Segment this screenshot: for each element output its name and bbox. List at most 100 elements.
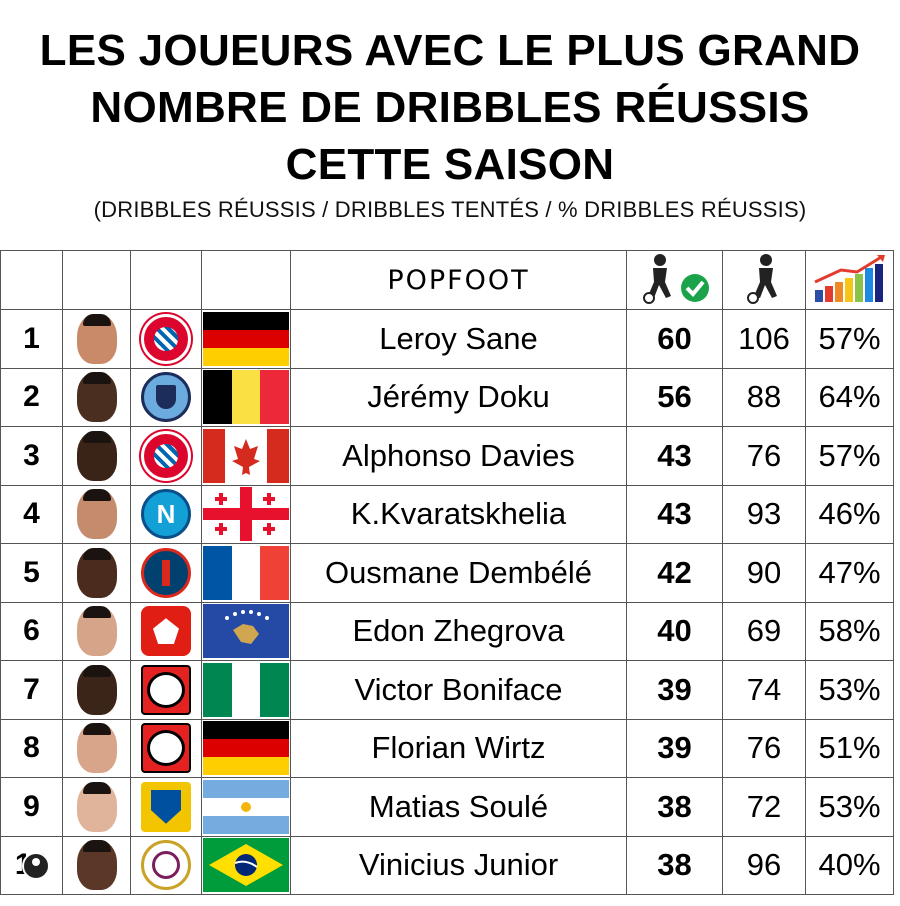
attempted-dribbles-cell: 88 — [722, 367, 806, 427]
attempted-dribbles: 76 — [746, 730, 782, 766]
title-line-2: NOMBRE DE DRIBBLES RÉUSSIS — [90, 83, 810, 132]
successful-dribbles-cell: 43 — [626, 484, 723, 544]
player-name: Jérémy Doku — [367, 379, 550, 415]
header-brand-cell: POPFOOT — [290, 250, 627, 310]
attempted-dribbles: 76 — [746, 437, 782, 473]
rank-cell: 3 — [0, 426, 63, 486]
player-name: Alphonso Davies — [342, 437, 575, 473]
attempted-dribbles-cell: 93 — [722, 484, 806, 544]
header-empty-club — [130, 250, 202, 310]
success-rate-cell: 57% — [805, 309, 894, 369]
flag-kosovo — [203, 604, 289, 659]
successful-dribbles-cell: 39 — [626, 718, 723, 778]
header-empty-photo — [62, 250, 131, 310]
success-rate-cell: 53% — [805, 660, 894, 720]
player-photo — [76, 606, 117, 657]
successful-dribbles: 43 — [657, 437, 692, 473]
photo-cell — [62, 601, 131, 661]
club-cell — [130, 309, 202, 369]
success-rate: 47% — [818, 554, 881, 590]
club-cell — [130, 601, 202, 661]
popfoot-logo: POPFOOT — [387, 264, 530, 296]
table-row: 9 Matias Soulé 38 72 53% — [0, 777, 894, 837]
club-crest-frosinone-calcio — [132, 781, 201, 832]
player-name: Matias Soulé — [368, 788, 549, 824]
flag-cell — [201, 835, 291, 895]
successful-dribbles-cell: 38 — [626, 835, 723, 895]
attempted-dribbles: 96 — [746, 847, 782, 883]
flag-france — [203, 545, 289, 600]
successful-dribbles-cell: 40 — [626, 601, 723, 661]
flag-cell — [201, 718, 291, 778]
successful-dribbles-cell: 56 — [626, 367, 723, 427]
attempted-dribbles-cell: 96 — [722, 835, 806, 895]
photo-cell — [62, 484, 131, 544]
club-crest-napoli: N — [132, 489, 201, 540]
flag-cell — [201, 543, 291, 603]
title-line-3: CETTE SAISON — [285, 140, 615, 189]
club-cell: N — [130, 484, 202, 544]
attempted-dribbles-cell: 76 — [722, 718, 806, 778]
rank-cell: 1 — [0, 309, 63, 369]
club-cell — [130, 426, 202, 486]
successful-dribbles-cell: 60 — [626, 309, 723, 369]
player-photo — [76, 781, 117, 832]
player-name-cell: Jérémy Doku — [290, 367, 627, 427]
flag-georgia — [203, 487, 289, 542]
table-row: 1 Leroy Sane 60 106 57% — [0, 309, 894, 369]
flag-germany — [203, 311, 289, 366]
attempted-dribbles-cell: 69 — [722, 601, 806, 661]
attempted-dribbles: 72 — [746, 788, 782, 824]
success-rate: 53% — [818, 671, 881, 707]
photo-cell — [62, 367, 131, 427]
player-photo — [76, 723, 117, 774]
success-rate-cell: 46% — [805, 484, 894, 544]
rank: 4 — [23, 497, 40, 531]
successful-dribbles: 38 — [657, 788, 692, 824]
photo-cell — [62, 309, 131, 369]
title-line-1: LES JOUEURS AVEC LE PLUS GRAND — [39, 26, 861, 75]
rank: 3 — [23, 438, 40, 472]
table-row: 6 Edon Zhegrova 40 69 58% — [0, 601, 894, 661]
table-header-row: POPFOOT — [0, 250, 894, 310]
rank: 6 — [23, 614, 40, 648]
player-name-cell: Victor Boniface — [290, 660, 627, 720]
rank: 5 — [23, 555, 40, 589]
rank-cell: 8 — [0, 718, 63, 778]
successful-dribbles: 39 — [657, 671, 692, 707]
table-row: 2 Jérémy Doku 56 88 64% — [0, 367, 894, 427]
player-name-cell: K.Kvaratskhelia — [290, 484, 627, 544]
flag-germany — [203, 721, 289, 776]
successful-dribbles: 56 — [657, 379, 692, 415]
success-rate: 64% — [818, 379, 881, 415]
header-empty-rank — [0, 250, 63, 310]
flag-brazil — [203, 838, 289, 893]
flag-cell — [201, 777, 291, 837]
successful-dribbles: 43 — [657, 496, 692, 532]
success-rate-cell: 64% — [805, 367, 894, 427]
flag-belgium — [203, 370, 289, 425]
attempted-dribbles: 93 — [746, 496, 782, 532]
club-crest-fc-bayern-m-nchen — [132, 430, 201, 481]
player-name: K.Kvaratskhelia — [350, 496, 567, 532]
attempted-dribbles: 74 — [746, 671, 782, 707]
player-dribble-icon — [747, 253, 777, 304]
club-crest-losc — [132, 606, 201, 657]
club-crest-bayer-leverkusen — [132, 723, 201, 774]
player-name: Ousmane Dembélé — [324, 554, 593, 590]
flag-cell — [201, 660, 291, 720]
instagram-profile-icon[interactable] — [22, 852, 50, 880]
club-crest-real-madrid — [132, 840, 201, 891]
player-photo — [76, 840, 117, 891]
successful-dribbles: 40 — [657, 613, 692, 649]
player-name-cell: Edon Zhegrova — [290, 601, 627, 661]
photo-cell — [62, 777, 131, 837]
header-successful-cell — [626, 250, 723, 310]
bar-chart-growth-icon — [813, 254, 885, 302]
success-rate-cell: 53% — [805, 777, 894, 837]
player-photo — [76, 372, 117, 423]
photo-cell — [62, 543, 131, 603]
success-rate: 40% — [818, 847, 881, 883]
photo-cell — [62, 426, 131, 486]
header-attempted-cell — [722, 250, 806, 310]
